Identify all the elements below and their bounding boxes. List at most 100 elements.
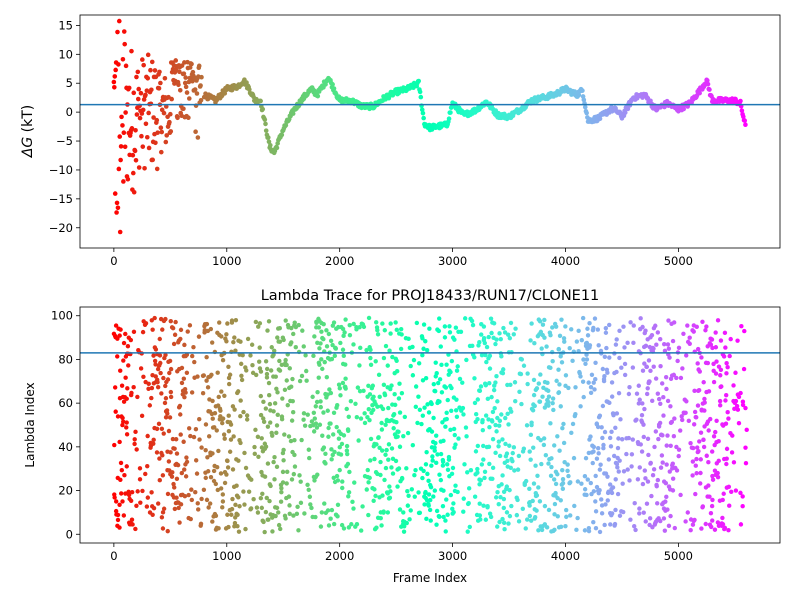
data-point [497, 331, 502, 336]
data-point [325, 408, 330, 413]
data-point [692, 517, 697, 523]
data-point [554, 378, 559, 384]
data-point [160, 453, 165, 458]
data-point [552, 512, 557, 517]
data-point [569, 327, 574, 332]
data-point [198, 83, 203, 88]
data-point [703, 328, 708, 333]
data-point [145, 52, 151, 58]
data-point [417, 407, 423, 412]
data-point [712, 527, 718, 532]
data-point [644, 391, 650, 397]
data-point [248, 353, 253, 358]
data-point [383, 422, 388, 428]
data-point [238, 440, 243, 446]
data-point [231, 434, 236, 439]
data-point [538, 438, 543, 443]
data-point [426, 503, 431, 508]
data-point [563, 324, 568, 329]
data-point [490, 476, 495, 481]
data-point [130, 152, 136, 158]
data-point [176, 82, 181, 88]
data-point [356, 438, 361, 443]
data-point [388, 489, 393, 494]
data-point [695, 403, 701, 408]
data-point [542, 317, 547, 323]
data-point [597, 487, 602, 493]
data-point [327, 387, 332, 392]
data-point [276, 522, 282, 528]
data-point [158, 149, 164, 155]
x-tick-label: 4000 [551, 254, 580, 268]
data-point [706, 428, 711, 433]
data-point [186, 115, 191, 121]
data-point [653, 376, 659, 381]
data-point [218, 408, 223, 413]
data-point [261, 399, 266, 405]
data-point [437, 514, 442, 520]
data-point [622, 361, 628, 367]
data-point [131, 189, 137, 195]
data-point [126, 363, 131, 368]
data-point [167, 370, 172, 376]
data-point [120, 123, 125, 128]
data-point [213, 481, 218, 487]
data-point [595, 424, 601, 430]
data-point [224, 472, 229, 477]
data-point [449, 385, 454, 391]
data-point [204, 497, 210, 503]
data-point [148, 445, 153, 450]
data-point [500, 516, 505, 522]
data-point [343, 362, 348, 367]
data-point [481, 324, 487, 329]
data-point [398, 326, 404, 332]
data-point [528, 518, 534, 523]
data-point [743, 122, 748, 127]
data-point [381, 382, 387, 388]
data-point [510, 450, 515, 456]
data-point [658, 465, 664, 470]
data-point [234, 483, 239, 488]
data-point [505, 458, 510, 464]
data-point [264, 375, 270, 380]
data-point [215, 487, 220, 493]
data-point [126, 492, 132, 498]
data-point [687, 335, 692, 340]
data-point [170, 470, 175, 475]
data-point [153, 140, 158, 146]
data-point [593, 509, 599, 514]
data-point [493, 380, 498, 385]
data-point [645, 436, 651, 442]
data-point [264, 495, 269, 501]
data-point [429, 463, 434, 468]
data-point [572, 503, 577, 509]
data-point [555, 514, 560, 519]
data-point [688, 527, 693, 533]
data-point [266, 517, 271, 522]
data-point [715, 470, 720, 476]
data-point [220, 420, 225, 426]
data-point [314, 399, 320, 405]
data-point [423, 339, 428, 344]
data-point [323, 451, 328, 456]
data-point [197, 416, 202, 422]
data-point [609, 490, 615, 496]
data-point [637, 465, 642, 470]
data-point [115, 414, 121, 419]
data-point [632, 500, 637, 506]
data-point [379, 420, 384, 426]
data-point [709, 449, 715, 454]
data-point [703, 521, 708, 527]
data-point [367, 418, 372, 423]
x-tick-label: 4000 [551, 549, 580, 563]
data-point [121, 130, 127, 136]
data-point [614, 337, 619, 342]
data-point [181, 376, 187, 381]
data-point [608, 522, 613, 527]
data-point [501, 496, 507, 502]
data-point [738, 522, 744, 527]
data-point [420, 475, 425, 481]
data-point [619, 365, 624, 370]
data-point [265, 424, 271, 429]
